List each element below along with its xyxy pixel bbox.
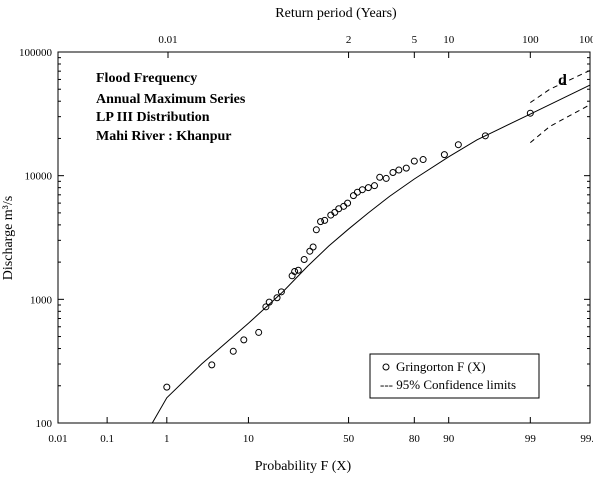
data-point <box>309 243 317 251</box>
data-point <box>229 347 237 355</box>
plot-frame <box>57 51 591 424</box>
panel-letter: d <box>558 72 567 89</box>
top-tick-label: 5 <box>412 34 418 46</box>
top-axis-ticks: 0.01 2 5 10 100 1000 <box>158 34 593 58</box>
x-tick-label: 0.01 <box>48 433 67 445</box>
series-lines <box>151 69 591 424</box>
x-tick-label: 90 <box>443 433 455 445</box>
data-point <box>277 288 285 296</box>
data-point <box>419 156 427 164</box>
legend-label-confidence: --- 95% Confidence limits <box>380 377 516 392</box>
data-point <box>317 218 325 226</box>
legend-label-points: Gringorton F (X) <box>396 359 486 374</box>
data-point <box>331 208 339 216</box>
data-point <box>240 336 248 344</box>
x-axis-ticks: 0.01 0.1 1 10 50 80 90 99 99.9 <box>48 417 593 445</box>
y-axis-ticks: 100 1000 10000 100000 <box>19 47 590 430</box>
data-point <box>294 266 302 274</box>
lower-confidence-limit <box>530 104 591 144</box>
data-point <box>262 303 270 311</box>
y-tick-label: 1000 <box>30 294 53 306</box>
data-point <box>402 164 410 172</box>
data-point <box>358 186 366 194</box>
data-point <box>255 328 263 336</box>
x-tick-label: 1 <box>164 433 170 445</box>
data-point <box>312 226 320 234</box>
x-tick-label: 80 <box>409 433 421 445</box>
data-point <box>454 141 462 149</box>
y-tick-label: 10000 <box>25 171 53 183</box>
annotation-series: Annual Maximum Series <box>96 92 246 107</box>
annotation-distribution: LP III Distribution <box>96 110 210 125</box>
x-tick-label: 50 <box>343 433 355 445</box>
data-point <box>376 173 384 181</box>
data-point <box>344 199 352 207</box>
data-point <box>481 132 489 140</box>
top-tick-label: 10 <box>443 34 455 46</box>
fitted-lp3-curve <box>151 84 591 424</box>
data-point <box>395 166 403 174</box>
x-tick-label: 10 <box>243 433 255 445</box>
legend-circle-icon <box>382 363 390 371</box>
data-point <box>208 361 216 369</box>
data-point <box>526 109 534 117</box>
top-tick-label: 100 <box>522 34 539 46</box>
legend-box <box>369 353 540 399</box>
legend: Gringorton F (X) --- 95% Confidence limi… <box>369 353 540 399</box>
top-tick-label: 2 <box>346 34 352 46</box>
x-tick-label: 99.9 <box>580 433 593 445</box>
top-tick-label: 1000 <box>579 34 593 46</box>
data-point <box>440 151 448 159</box>
top-tick-label: 0.01 <box>158 34 177 46</box>
data-point <box>321 216 329 224</box>
data-point <box>389 169 397 177</box>
data-point <box>291 267 299 275</box>
data-point <box>364 184 372 192</box>
data-point <box>273 294 281 302</box>
x-tick-label: 0.1 <box>100 433 114 445</box>
data-point <box>300 255 308 263</box>
y-tick-label: 100 <box>36 418 53 430</box>
y-tick-label: 100000 <box>19 47 53 59</box>
data-point <box>370 182 378 190</box>
data-point <box>349 192 357 200</box>
x-axis-title: Probability F (X) <box>255 459 352 474</box>
data-point <box>382 174 390 182</box>
data-point <box>410 157 418 165</box>
y-axis-title: Discharge m³/s <box>1 196 16 280</box>
top-axis-title: Return period (Years) <box>275 6 397 21</box>
annotation-title: Flood Frequency <box>96 71 197 86</box>
data-point <box>306 247 314 255</box>
data-point <box>265 298 273 306</box>
data-point <box>340 202 348 210</box>
series-points <box>163 109 534 391</box>
annotation-station: Mahi River : Khanpur <box>96 129 231 144</box>
x-tick-label: 99 <box>525 433 537 445</box>
data-point <box>163 383 171 391</box>
